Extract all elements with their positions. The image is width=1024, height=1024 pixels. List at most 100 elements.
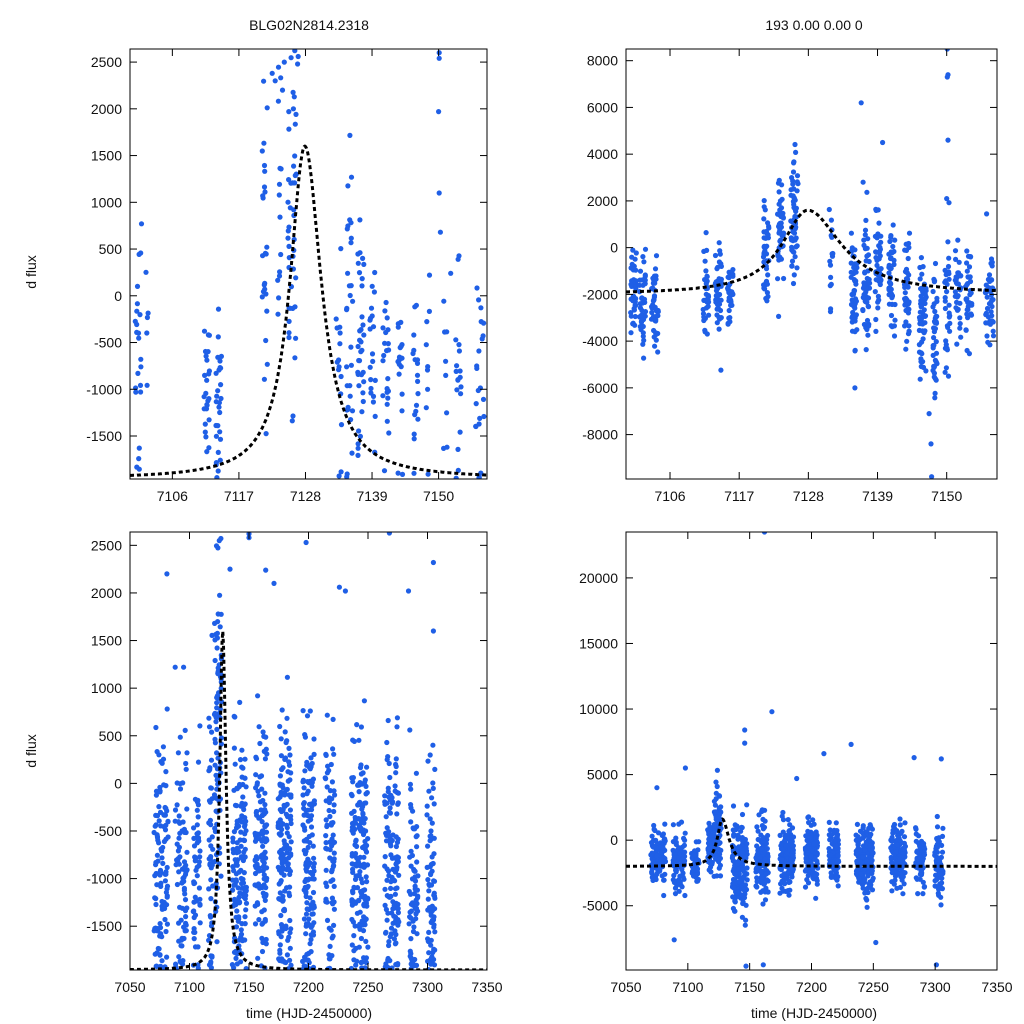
data-point [358, 825, 364, 831]
data-point [306, 801, 313, 807]
data-point [283, 739, 289, 746]
data-point [906, 328, 912, 334]
data-point [206, 886, 212, 892]
data-point [303, 539, 309, 546]
data-point [292, 49, 298, 54]
data-point [311, 855, 317, 861]
data-point [424, 319, 430, 325]
data-point [145, 310, 151, 316]
data-point [833, 842, 839, 849]
data-point [629, 254, 635, 260]
data-point [867, 884, 873, 890]
data-point [382, 308, 388, 314]
data-point [230, 839, 236, 845]
data-point [762, 818, 768, 824]
data-point [254, 780, 260, 786]
data-point [670, 822, 677, 828]
data-point [680, 874, 686, 880]
data-point [209, 729, 215, 735]
data-point [355, 369, 361, 375]
data-point [864, 253, 870, 259]
data-point [203, 434, 209, 440]
data-point [739, 824, 745, 831]
data-point [826, 846, 832, 852]
data-point [286, 177, 292, 183]
data-point [388, 885, 394, 892]
data-point [329, 820, 335, 826]
data-point [431, 801, 437, 807]
data-point [264, 105, 270, 111]
data-point [783, 843, 789, 849]
data-point [650, 275, 656, 281]
data-point [743, 845, 749, 852]
data-point [311, 751, 317, 758]
data-point [276, 896, 282, 902]
data-point [327, 956, 333, 962]
data-point [862, 847, 868, 853]
data-point [286, 893, 293, 899]
data-point [875, 293, 882, 299]
data-point [642, 281, 648, 287]
data-point [195, 759, 202, 765]
data-point [939, 880, 945, 886]
data-point [217, 592, 223, 598]
data-point [426, 939, 432, 945]
data-point [206, 820, 212, 826]
data-point [901, 846, 907, 853]
data-point [323, 833, 329, 839]
data-point [138, 364, 144, 370]
data-point [945, 373, 952, 379]
data-point [386, 532, 392, 536]
data-point [888, 845, 894, 851]
data-point [182, 897, 189, 903]
data-point [178, 937, 184, 943]
data-point [133, 385, 139, 391]
data-point [742, 740, 748, 746]
data-point [919, 285, 925, 291]
data-point [287, 752, 293, 758]
data-point [431, 893, 438, 899]
data-point [889, 293, 896, 299]
data-point [275, 277, 281, 283]
data-point [207, 913, 213, 919]
data-point [394, 811, 400, 817]
data-point [348, 283, 354, 289]
data-point [263, 431, 269, 437]
data-point [903, 319, 909, 325]
data-point [386, 794, 392, 800]
data-point [718, 279, 724, 285]
data-point [934, 813, 940, 820]
data-point [933, 866, 939, 872]
data-point [630, 247, 636, 253]
y-tick-label: -1500 [86, 918, 122, 934]
data-point [385, 910, 391, 916]
data-point [206, 715, 212, 721]
data-point [905, 284, 911, 290]
data-point [933, 962, 940, 968]
data-point [392, 886, 399, 892]
data-point [415, 391, 421, 397]
data-point [349, 793, 355, 799]
data-point [214, 475, 220, 479]
x-tick-label: 7150 [931, 488, 962, 504]
y-tick-label: 20000 [579, 570, 618, 586]
x-tick-label: 7150 [734, 979, 765, 995]
data-point [277, 723, 283, 730]
y-tick-label: 2000 [91, 101, 122, 117]
data-point [852, 329, 858, 335]
data-point [429, 795, 435, 801]
data-point [163, 805, 169, 811]
data-point [386, 347, 392, 353]
data-point [731, 866, 737, 872]
data-point [848, 269, 854, 275]
data-point [777, 228, 783, 234]
data-point [886, 301, 893, 307]
data-point [354, 910, 360, 916]
data-point [256, 868, 262, 874]
data-point [444, 329, 450, 335]
data-point [175, 750, 181, 756]
data-point [157, 784, 163, 791]
data-point [303, 890, 309, 896]
data-point [240, 794, 246, 800]
data-point [430, 785, 436, 792]
